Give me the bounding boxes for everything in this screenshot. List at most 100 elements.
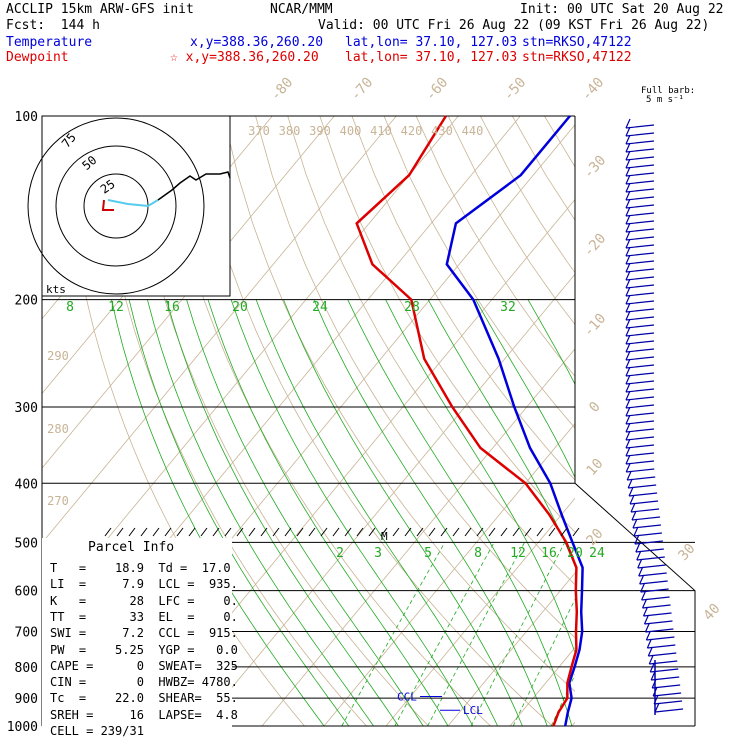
wind-level-tick bbox=[344, 527, 352, 537]
moist-adiabat-line bbox=[347, 299, 573, 727]
wind-level-tick bbox=[188, 527, 196, 537]
isotherm-label: -20 bbox=[581, 231, 610, 261]
dry-adiabat-line bbox=[351, 116, 575, 481]
isotherm-label: -10 bbox=[581, 311, 610, 341]
pressure-label-600: 600 bbox=[15, 585, 38, 600]
wind-barb-feather bbox=[625, 214, 631, 225]
theta-label-left: 270 bbox=[47, 494, 69, 508]
parcel-info-row: CAPE = 0 SWEAT= 325 bbox=[50, 658, 238, 673]
wind-barb-feather bbox=[642, 606, 649, 617]
wind-barb bbox=[625, 412, 655, 417]
wind-barb-feather bbox=[629, 494, 635, 505]
sounding-profiles: LCL CCL bbox=[355, 115, 584, 727]
isotherm-label: -80 bbox=[268, 75, 297, 105]
isotherm-line bbox=[696, 116, 740, 726]
isotherm-line bbox=[571, 721, 575, 727]
wind-barb-feather bbox=[625, 174, 631, 185]
wind-barb bbox=[625, 452, 655, 457]
wind-level-tick bbox=[260, 527, 268, 537]
valid-time: Valid: 00 UTC Fri 26 Aug 22 (09 KST Fri … bbox=[318, 18, 710, 33]
wind-barb bbox=[625, 324, 655, 329]
dry-adiabat-line bbox=[673, 116, 740, 726]
pressure-label-800: 800 bbox=[15, 661, 38, 676]
isotherm-label: -70 bbox=[348, 75, 377, 105]
wind-barb bbox=[625, 244, 655, 249]
wind-barb bbox=[625, 156, 655, 161]
wind-barb-feather bbox=[647, 646, 653, 657]
wind-level-tick bbox=[116, 527, 124, 537]
isotherm-label: 30 bbox=[675, 541, 698, 564]
mixing-ratio-line bbox=[427, 542, 525, 727]
lcl-label: LCL bbox=[463, 704, 483, 717]
wind-level-tick bbox=[212, 527, 220, 537]
isotherm-line bbox=[323, 422, 575, 727]
wind-barb bbox=[625, 220, 655, 225]
theta-e-label: 24 bbox=[312, 300, 328, 315]
parcel-info-row: TT = 33 EL = 0. bbox=[50, 609, 238, 624]
wind-level-tick bbox=[572, 527, 580, 537]
wind-level-tick bbox=[512, 527, 520, 537]
wind-level-tick bbox=[380, 527, 388, 537]
wind-level-tick bbox=[368, 527, 376, 537]
mixing-ratio-line bbox=[512, 598, 575, 727]
dewpoint-profile-line bbox=[355, 115, 579, 727]
wind-barb bbox=[654, 708, 684, 713]
wind-barb-feather bbox=[649, 662, 655, 673]
wind-barb-feather bbox=[641, 590, 647, 601]
theta-label-left: 280 bbox=[47, 422, 69, 436]
pressure-label-400: 400 bbox=[15, 477, 38, 492]
parcel-info-title: Parcel Info bbox=[88, 540, 175, 555]
wind-barb bbox=[625, 252, 655, 257]
theta-label: 370 bbox=[248, 124, 270, 138]
mixing-ratio-line bbox=[470, 542, 566, 727]
mixing-ratio-label: 5 bbox=[424, 546, 432, 561]
wind-barb-feather bbox=[637, 558, 643, 569]
pressure-label-500: 500 bbox=[15, 536, 38, 551]
mixing-ratio-label: 16 bbox=[541, 546, 557, 561]
wind-barb-feather bbox=[625, 374, 631, 385]
wind-barb bbox=[625, 308, 655, 313]
theta-e-label: 32 bbox=[500, 300, 516, 315]
pressure-label-900: 900 bbox=[15, 692, 38, 707]
dry-adiabat-line bbox=[641, 116, 740, 726]
wind-level-tick bbox=[488, 527, 496, 537]
dry-adiabat-line bbox=[705, 116, 740, 726]
wind-barb bbox=[625, 404, 655, 409]
isotherm-label: 40 bbox=[700, 601, 723, 624]
wind-barb bbox=[625, 444, 655, 449]
hodograph-trace-upper bbox=[157, 171, 231, 201]
moist-adiabat-line bbox=[313, 299, 548, 727]
wind-barb-feather bbox=[625, 294, 631, 305]
wind-level-tick bbox=[128, 527, 136, 537]
wind-barb bbox=[625, 236, 655, 241]
wind-level-tick bbox=[152, 527, 160, 537]
theta-e-label: 8 bbox=[66, 300, 74, 315]
parcel-info-row: SWI = 7.2 CCL = 915. bbox=[50, 626, 238, 641]
pressure-label-700: 700 bbox=[15, 626, 38, 641]
theta-label: 440 bbox=[462, 124, 484, 138]
theta-label: 390 bbox=[309, 124, 331, 138]
wind-barb-feather bbox=[625, 270, 631, 281]
wind-level-tick bbox=[236, 527, 244, 537]
wind-barb-feather bbox=[625, 454, 631, 465]
wind-barb-feather bbox=[625, 126, 631, 137]
m-marker: M bbox=[381, 530, 388, 543]
isotherm-label: -40 bbox=[579, 75, 608, 105]
dry-adiabat-line bbox=[223, 116, 575, 692]
wind-barb-feather bbox=[625, 222, 631, 233]
right-axis-lower bbox=[574, 482, 696, 726]
wind-level-tick bbox=[176, 527, 184, 537]
parcel-info-row: LI = 7.9 LCL = 935. bbox=[50, 577, 238, 592]
wind-level-tick bbox=[416, 527, 424, 537]
mixing-ratio-label: 24 bbox=[589, 546, 605, 561]
hodograph-ring bbox=[55, 145, 177, 267]
wind-level-tick bbox=[356, 527, 364, 537]
wind-barb bbox=[625, 140, 655, 145]
theta-e-label: 12 bbox=[108, 300, 124, 315]
wind-barb-feather bbox=[625, 310, 631, 321]
dry-adiabat-line bbox=[255, 116, 575, 639]
hodograph-trace-low bbox=[107, 199, 159, 208]
wind-barb-feather bbox=[625, 462, 631, 473]
wind-barbs bbox=[625, 118, 684, 715]
wind-barb bbox=[625, 348, 655, 353]
